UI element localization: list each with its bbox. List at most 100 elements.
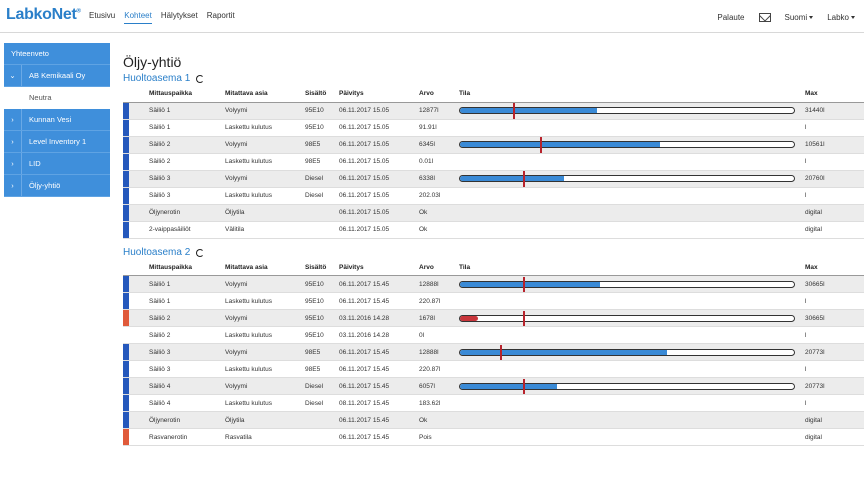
mitattava-asia-cell: Volyymi: [225, 275, 305, 293]
refresh-icon[interactable]: [196, 248, 205, 257]
station-title[interactable]: Huoltoasema 1: [123, 72, 864, 86]
nav-raportit[interactable]: Raportit: [206, 11, 235, 20]
sidebar-item-ab-kemikaali[interactable]: ⌄ AB Kemikaali Oy: [4, 65, 110, 87]
tila-cell: [459, 221, 805, 239]
table-row[interactable]: Säiliö 1 Volyymi 95E10 06.11.2017 15.45 1288…: [123, 275, 864, 293]
chevron-right-icon[interactable]: ›: [4, 109, 22, 130]
mitattava-asia-cell: Laskettu kulutus: [225, 292, 305, 310]
sidebar-item-yhteenveto[interactable]: Yhteenveto: [4, 43, 110, 65]
table-row[interactable]: Öljynerotin Öljytila 06.11.2017 15.05 Ok dig…: [123, 204, 864, 222]
mittauspaikka-cell: Säiliö 1: [129, 119, 225, 137]
column-header: Päivitys: [339, 86, 419, 103]
sisalto-cell: [305, 428, 339, 446]
max-cell: l: [805, 394, 864, 412]
column-header: Max: [805, 86, 864, 103]
column-header: Max: [805, 259, 864, 276]
labkonet-logo[interactable]: LabkoNet®: [6, 6, 81, 24]
chevron-right-icon[interactable]: ›: [4, 153, 22, 174]
table-row[interactable]: Öljynerotin Öljytila 06.11.2017 15.45 Ok dig…: [123, 411, 864, 429]
status-strip: [123, 360, 129, 378]
arvo-cell: 1678l: [419, 309, 459, 327]
sidebar-item-kunnan-vesi[interactable]: › Kunnan Vesi: [4, 109, 110, 131]
alarm-limit-marker: [523, 378, 526, 394]
max-cell: 31440l: [805, 102, 864, 120]
tila-cell: [459, 377, 805, 395]
sisalto-cell: Diesel: [305, 187, 339, 205]
nav-etusivu[interactable]: Etusivu: [89, 11, 116, 20]
alarm-limit-marker: [523, 276, 526, 292]
column-header: Mittauspaikka: [129, 86, 225, 103]
table-row[interactable]: Säiliö 2 Volyymi 98E5 06.11.2017 15.05 6345l…: [123, 136, 864, 154]
table-row[interactable]: Säiliö 3 Volyymi 98E5 06.11.2017 15.45 12888…: [123, 343, 864, 361]
mittauspaikka-cell: Säiliö 1: [129, 292, 225, 310]
table-row[interactable]: Säiliö 4 Laskettu kulutus Diesel 08.11.2017…: [123, 394, 864, 412]
mitattava-asia-cell: Volyymi: [225, 170, 305, 188]
table-row[interactable]: Säiliö 3 Volyymi Diesel 06.11.2017 15.05 633…: [123, 170, 864, 188]
nav-halytykset[interactable]: Hälytykset: [160, 11, 198, 20]
mittauspaikka-cell: Säiliö 2: [129, 326, 225, 344]
table-row[interactable]: 2-vaippasäiliöt Välitila 06.11.2017 15.05 O…: [123, 221, 864, 239]
arvo-cell: 202.03l: [419, 187, 459, 205]
sidebar-item-oljy-yhtio[interactable]: › Öljy-yhtiö: [4, 175, 110, 197]
table-row[interactable]: Säiliö 3 Laskettu kulutus Diesel 06.11.2017…: [123, 187, 864, 205]
mitattava-asia-cell: Laskettu kulutus: [225, 360, 305, 378]
table-row[interactable]: Säiliö 2 Volyymi 95E10 03.11.2016 14.28 1678…: [123, 309, 864, 327]
mittauspaikka-cell: Säiliö 1: [129, 275, 225, 293]
column-header: Arvo: [419, 259, 459, 276]
mitattava-asia-cell: Laskettu kulutus: [225, 187, 305, 205]
level-gauge: [459, 103, 795, 118]
tila-cell: [459, 394, 805, 412]
table-row[interactable]: Säiliö 2 Laskettu kulutus 98E5 06.11.2017 1…: [123, 153, 864, 171]
table-row[interactable]: Säiliö 3 Laskettu kulutus 98E5 06.11.2017 1…: [123, 360, 864, 378]
sidebar-subitem-neutra[interactable]: Neutra: [4, 87, 110, 109]
sisalto-cell: 95E10: [305, 292, 339, 310]
max-cell: 20773l: [805, 377, 864, 395]
table-row[interactable]: Säiliö 1 Volyymi 95E10 06.11.2017 15.05 1287…: [123, 102, 864, 120]
tila-cell: [459, 292, 805, 310]
language-dropdown[interactable]: Suomi: [785, 13, 814, 22]
measurement-table: Mittauspaikka Mitattava asia Sisältö Päivit…: [123, 86, 864, 239]
page-title: Öljy-yhtiö: [123, 54, 182, 70]
max-cell: 10561l: [805, 136, 864, 154]
station-title[interactable]: Huoltoasema 2: [123, 246, 864, 260]
arvo-cell: Pois: [419, 428, 459, 446]
max-cell: l: [805, 187, 864, 205]
mittauspaikka-cell: Öljynerotin: [129, 411, 225, 429]
chevron-down-icon[interactable]: ⌄: [4, 65, 22, 86]
arvo-cell: 6345l: [419, 136, 459, 154]
tila-cell: [459, 153, 805, 171]
alarm-limit-marker: [513, 103, 516, 118]
arvo-cell: 183.62l: [419, 394, 459, 412]
arvo-cell: 0l: [419, 326, 459, 344]
tila-cell: [459, 428, 805, 446]
paivitys-cell: 06.11.2017 15.05: [339, 119, 419, 137]
column-header: Mittauspaikka: [129, 259, 225, 276]
table-row[interactable]: Säiliö 1 Laskettu kulutus 95E10 06.11.2017 …: [123, 292, 864, 310]
level-gauge: [459, 137, 795, 152]
mittauspaikka-cell: Säiliö 3: [129, 170, 225, 188]
status-strip: [123, 428, 129, 446]
table-header-row: Mittauspaikka Mitattava asia Sisältö Päivit…: [123, 259, 864, 276]
table-row[interactable]: Säiliö 1 Laskettu kulutus 95E10 06.11.2017 …: [123, 119, 864, 137]
user-dropdown[interactable]: Labko: [827, 13, 855, 22]
sisalto-cell: 95E10: [305, 119, 339, 137]
mittauspaikka-cell: Rasvanerotin: [129, 428, 225, 446]
max-cell: digital: [805, 428, 864, 446]
alarm-limit-marker: [523, 310, 526, 326]
chevron-right-icon[interactable]: ›: [4, 131, 22, 152]
chevron-right-icon[interactable]: ›: [4, 175, 22, 196]
feedback-link[interactable]: Palaute: [717, 12, 745, 22]
status-strip-header: [123, 259, 129, 276]
sidebar-item-lid[interactable]: › LID: [4, 153, 110, 175]
table-row[interactable]: Säiliö 2 Laskettu kulutus 95E10 03.11.2016 …: [123, 326, 864, 344]
refresh-icon[interactable]: [196, 75, 205, 83]
table-row[interactable]: Säiliö 4 Volyymi Diesel 06.11.2017 15.45 605…: [123, 377, 864, 395]
column-header: Tila: [459, 86, 805, 103]
chevron-down-icon: [809, 15, 814, 19]
mittauspaikka-cell: Säiliö 2: [129, 309, 225, 327]
sidebar-item-level-inventory[interactable]: › Level Inventory 1: [4, 131, 110, 153]
level-gauge-fill: [460, 315, 479, 321]
mail-icon[interactable]: [758, 12, 771, 22]
table-row[interactable]: Rasvanerotin Rasvatila 06.11.2017 15.45 Poi…: [123, 428, 864, 446]
nav-kohteet[interactable]: Kohteet: [124, 11, 152, 24]
